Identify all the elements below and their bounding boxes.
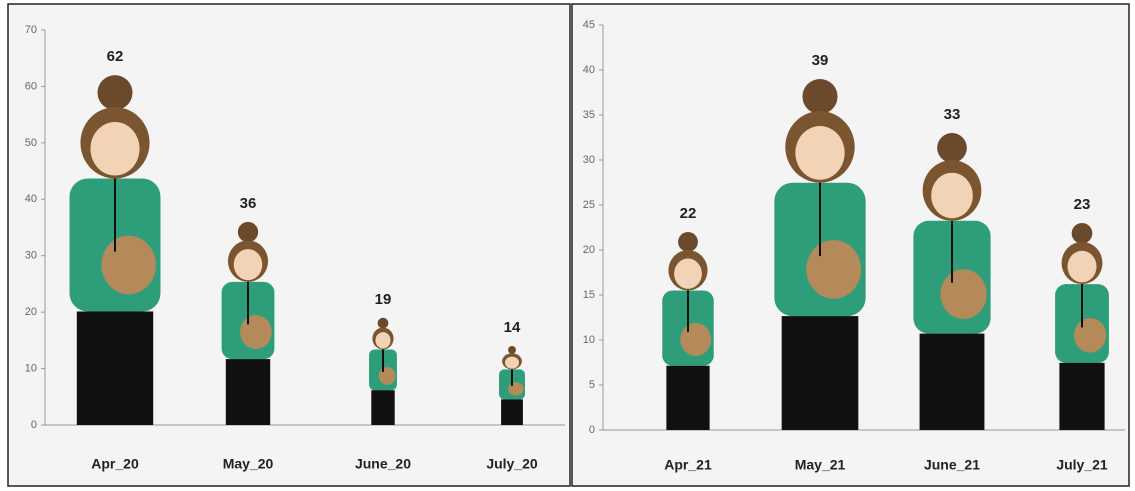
bag	[240, 315, 272, 350]
skirt	[781, 316, 859, 430]
value-label: 14	[504, 319, 521, 336]
bag	[1073, 317, 1107, 353]
y-tick-label: 30	[25, 250, 37, 262]
x-tick-label: May_21	[795, 457, 846, 473]
hair-bun	[1071, 223, 1093, 244]
x-tick-label: June_20	[355, 456, 411, 472]
y-tick-label: 15	[583, 289, 595, 301]
face	[233, 249, 263, 281]
x-tick-label: Apr_20	[91, 456, 139, 472]
bag	[101, 235, 156, 295]
pictograph-figure	[69, 75, 161, 425]
skirt	[919, 333, 985, 430]
y-tick-label: 35	[583, 109, 595, 121]
y-tick-label: 10	[583, 334, 595, 346]
value-label: 33	[944, 106, 961, 123]
y-tick-label: 20	[583, 244, 595, 256]
x-tick-label: June_21	[924, 457, 980, 473]
face	[1067, 250, 1097, 283]
value-label: 19	[375, 291, 392, 308]
value-label: 22	[680, 205, 697, 222]
pictograph-figure	[221, 221, 275, 425]
y-tick-label: 5	[589, 379, 595, 391]
x-tick-label: Apr_21	[664, 457, 712, 473]
hair-bun	[802, 79, 838, 115]
value-label: 36	[240, 195, 257, 212]
face	[375, 332, 391, 349]
hair-bun	[508, 346, 516, 354]
y-tick-label: 0	[31, 419, 37, 431]
pictograph-figure	[913, 133, 991, 430]
face	[795, 126, 845, 180]
face	[504, 356, 520, 369]
y-tick-label: 30	[583, 154, 595, 166]
face	[90, 122, 140, 176]
x-tick-label: July_21	[1056, 457, 1108, 473]
hair-bun	[377, 317, 389, 329]
pictograph-figure	[1055, 223, 1109, 430]
pictograph-figure	[369, 317, 397, 425]
pictograph-figure	[774, 79, 866, 430]
bag	[940, 269, 987, 319]
face	[931, 172, 973, 219]
x-tick-label: May_20	[223, 456, 274, 472]
value-label: 39	[812, 52, 829, 69]
y-tick-label: 10	[25, 362, 37, 374]
y-tick-label: 60	[25, 80, 37, 92]
bag	[508, 382, 524, 396]
skirt	[666, 365, 710, 430]
hair-bun	[237, 221, 259, 243]
bag	[806, 240, 862, 299]
y-tick-label: 45	[583, 19, 595, 31]
y-tick-label: 0	[589, 424, 595, 436]
value-label: 23	[1074, 196, 1091, 213]
skirt	[76, 311, 154, 425]
y-tick-label: 70	[25, 24, 37, 36]
y-tick-label: 40	[583, 64, 595, 76]
hair-bun	[97, 75, 133, 111]
skirt	[501, 399, 523, 425]
y-tick-label: 50	[25, 137, 37, 149]
skirt	[371, 390, 395, 425]
pictograph-figure	[499, 346, 525, 425]
bag	[680, 322, 712, 356]
y-tick-label: 20	[25, 306, 37, 318]
y-tick-label: 25	[583, 199, 595, 211]
pictograph-figure	[662, 232, 714, 430]
hair-bun	[678, 232, 698, 252]
value-label: 62	[107, 48, 124, 65]
bag	[378, 366, 396, 385]
x-tick-label: July_20	[486, 456, 538, 472]
skirt	[225, 359, 271, 425]
face	[674, 258, 702, 289]
skirt	[1059, 362, 1105, 430]
hair-bun	[937, 133, 967, 163]
y-tick-label: 40	[25, 193, 37, 205]
